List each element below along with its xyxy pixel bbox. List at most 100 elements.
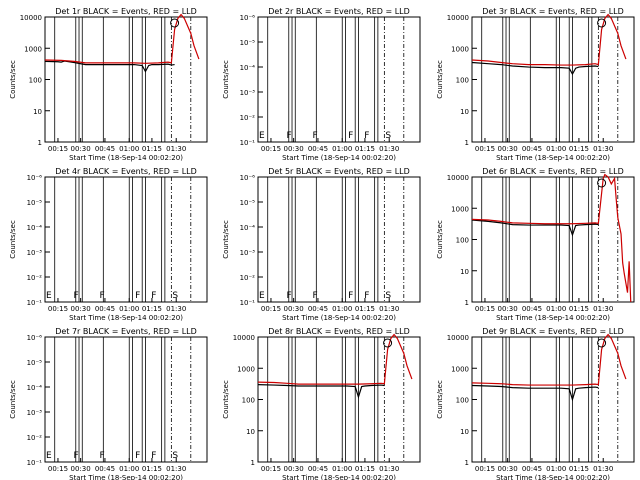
events-series-line xyxy=(471,61,599,76)
y-tick-label: 1000 xyxy=(24,45,42,53)
x-tick-label: 00:30 xyxy=(284,465,304,473)
x-tick-label: 00:30 xyxy=(498,305,518,313)
x-tick-label: 01:30 xyxy=(593,305,613,313)
lld-series-line xyxy=(44,13,200,64)
plot-frame xyxy=(257,16,421,143)
y-tick-label: 10⁻¹ xyxy=(27,299,43,307)
y-tick-label: 10000 xyxy=(233,334,255,342)
x-tick-label: 00:15 xyxy=(48,305,68,313)
x-axis-label: Start Time (18-Sep-14 00:02:20) xyxy=(282,474,396,480)
y-tick-label: 10 xyxy=(246,428,255,436)
chart-title: Det 7r BLACK = Events, RED = LLD xyxy=(55,327,197,336)
x-axis-label: Start Time (18-Sep-14 00:02:20) xyxy=(282,314,396,322)
y-tick-label: 10⁻⁶ xyxy=(27,334,43,342)
event-marker-label: F xyxy=(135,291,140,301)
saa-marker xyxy=(597,338,607,348)
y-tick-label: 10⁻³ xyxy=(27,409,43,417)
events-series-line xyxy=(257,383,385,400)
chart-title: Det 2r BLACK = Events, RED = LLD xyxy=(268,7,410,16)
x-tick-label: 01:15 xyxy=(142,465,162,473)
chart-title: Det 9r BLACK = Events, RED = LLD xyxy=(482,327,624,336)
x-tick-label: 01:00 xyxy=(332,145,352,153)
chart-title: Det 6r BLACK = Events, RED = LLD xyxy=(482,167,624,176)
x-tick-label: 00:45 xyxy=(522,305,542,313)
x-tick-label: 01:15 xyxy=(569,465,589,473)
y-tick-label: 1 xyxy=(38,139,42,147)
event-marker-label: F xyxy=(364,131,369,141)
y-tick-label: 1000 xyxy=(451,365,469,373)
y-tick-label: 10⁻⁴ xyxy=(27,384,43,392)
y-tick-label: 10000 xyxy=(447,14,469,22)
plot-frame xyxy=(471,16,635,143)
chart-title: Det 1r BLACK = Events, RED = LLD xyxy=(55,7,197,16)
y-tick-label: 10⁻² xyxy=(240,274,256,282)
y-tick-label: 100 xyxy=(29,77,42,85)
plot-frame xyxy=(471,336,635,463)
y-tick-label: 10⁻¹ xyxy=(240,299,256,307)
y-tick-label: 10 xyxy=(460,108,469,116)
y-tick-label: 10⁻⁶ xyxy=(240,14,256,22)
y-axis-label: Counts/sec xyxy=(436,380,444,419)
plot-frame xyxy=(257,176,421,303)
plot-frame xyxy=(257,336,421,463)
x-tick-label: 00:30 xyxy=(71,145,91,153)
x-tick-label: 00:30 xyxy=(498,465,518,473)
saa-marker xyxy=(597,178,607,188)
event-marker-label: S xyxy=(172,291,178,301)
event-marker-label: F xyxy=(99,291,104,301)
events-series-line xyxy=(471,384,599,402)
plot-frame xyxy=(44,176,208,303)
x-tick-label: 00:45 xyxy=(522,145,542,153)
x-tick-label: 00:15 xyxy=(48,145,68,153)
y-tick-label: 1000 xyxy=(237,365,255,373)
x-tick-label: 01:30 xyxy=(379,305,399,313)
x-tick-label: 00:45 xyxy=(95,145,115,153)
event-marker-label: F xyxy=(287,131,292,141)
x-tick-label: 01:15 xyxy=(355,305,375,313)
y-tick-label: 10⁻⁴ xyxy=(27,224,43,232)
x-axis-label: Start Time (18-Sep-14 00:02:20) xyxy=(69,154,183,162)
x-axis-label: Start Time (18-Sep-14 00:02:20) xyxy=(282,154,396,162)
plot-frame xyxy=(44,336,208,463)
y-tick-label: 10⁻⁵ xyxy=(27,359,43,367)
y-tick-label: 1 xyxy=(465,299,469,307)
y-tick-label: 10⁻⁵ xyxy=(240,39,256,47)
y-axis-label: Counts/sec xyxy=(436,60,444,99)
chart-title: Det 5r BLACK = Events, RED = LLD xyxy=(268,167,410,176)
y-axis-label: Counts/sec xyxy=(9,60,17,99)
chart-panel-8: Det 8r BLACK = Events, RED = LLD 1 10 100 10… xyxy=(222,327,421,480)
event-marker-label: E xyxy=(259,131,265,141)
event-marker-label: F xyxy=(151,291,156,301)
x-tick-label: 01:15 xyxy=(355,145,375,153)
y-tick-label: 10⁻² xyxy=(27,434,43,442)
chart-title: Det 3r BLACK = Events, RED = LLD xyxy=(482,7,624,16)
x-tick-label: 01:30 xyxy=(379,465,399,473)
chart-title: Det 8r BLACK = Events, RED = LLD xyxy=(268,327,410,336)
y-tick-label: 10⁻⁵ xyxy=(27,199,43,207)
x-tick-label: 01:00 xyxy=(119,465,139,473)
events-series-line xyxy=(471,219,599,237)
x-axis-label: Start Time (18-Sep-14 00:02:20) xyxy=(69,314,183,322)
y-tick-label: 10⁻⁶ xyxy=(240,174,256,182)
y-tick-label: 10000 xyxy=(20,14,42,22)
y-tick-label: 100 xyxy=(242,397,255,405)
x-tick-label: 01:30 xyxy=(379,145,399,153)
x-tick-label: 01:00 xyxy=(332,465,352,473)
x-axis-label: Start Time (18-Sep-14 00:02:20) xyxy=(69,474,183,480)
x-tick-label: 01:30 xyxy=(166,305,186,313)
x-tick-label: 01:00 xyxy=(546,305,566,313)
x-tick-label: 00:15 xyxy=(261,305,281,313)
y-tick-label: 10 xyxy=(460,428,469,436)
chart-panel-2: Det 2r BLACK = Events, RED = LLD 10⁻¹ 10⁻²… xyxy=(222,7,421,162)
event-marker-label: S xyxy=(385,131,391,141)
y-axis-label: Counts/sec xyxy=(436,220,444,259)
x-tick-label: 00:15 xyxy=(48,465,68,473)
x-axis-label: Start Time (18-Sep-14 00:02:20) xyxy=(496,154,610,162)
y-tick-label: 100 xyxy=(456,237,469,245)
saa-marker xyxy=(170,18,180,28)
event-marker-label: F xyxy=(348,291,353,301)
x-tick-label: 01:15 xyxy=(142,305,162,313)
x-tick-label: 01:30 xyxy=(166,145,186,153)
chart-panel-3: Det 3r BLACK = Events, RED = LLD 1 10 100 10… xyxy=(436,7,635,162)
x-tick-label: 01:00 xyxy=(332,305,352,313)
